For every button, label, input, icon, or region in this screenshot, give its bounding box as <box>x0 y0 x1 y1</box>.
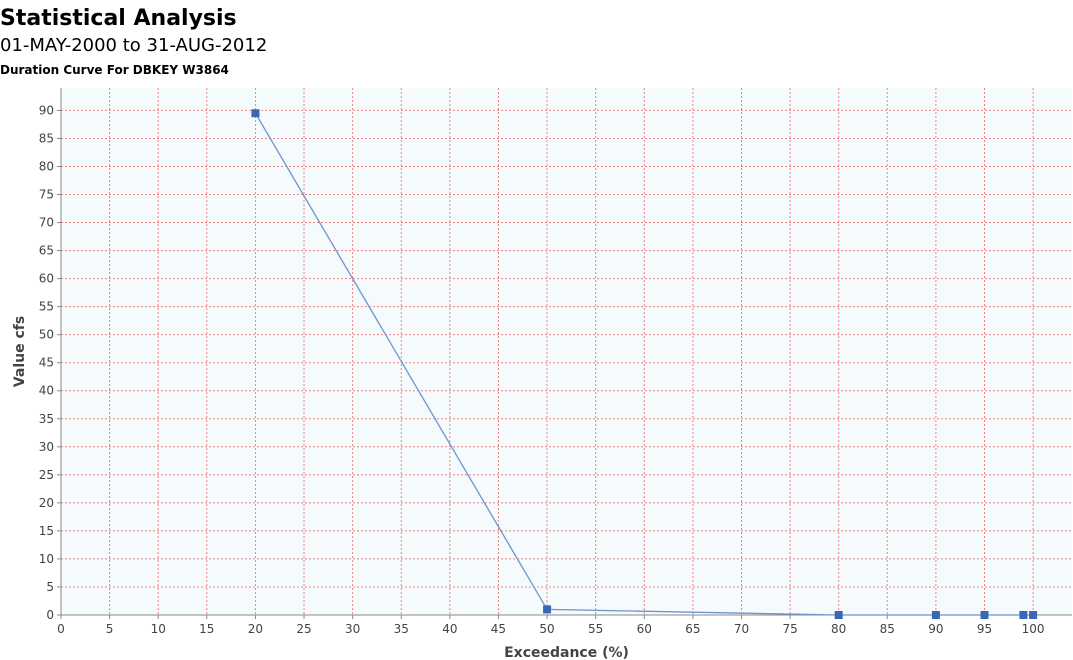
x-tick-label: 35 <box>394 622 409 636</box>
y-axis-label: Value cfs <box>12 316 28 387</box>
data-point <box>980 611 989 619</box>
x-tick-label: 90 <box>928 622 943 636</box>
chart-subtitle: 01-MAY-2000 to 31-AUG-2012 <box>0 35 268 56</box>
x-tick-label: 30 <box>345 622 360 636</box>
y-tick-label: 20 <box>39 496 54 510</box>
y-tick-label: 10 <box>39 552 54 566</box>
y-tick-label: 75 <box>39 188 54 202</box>
y-tick-label: 90 <box>39 103 54 117</box>
x-tick-label: 45 <box>491 622 506 636</box>
data-point <box>1029 611 1038 619</box>
x-tick-label: 20 <box>248 622 263 636</box>
y-tick-label: 70 <box>39 216 54 230</box>
chart-title: Statistical Analysis <box>0 6 237 31</box>
y-tick-label: 65 <box>39 244 54 258</box>
y-tick-label: 55 <box>39 300 54 314</box>
chart-subtitle-2: Duration Curve For DBKEY W3864 <box>0 63 229 77</box>
y-tick-label: 15 <box>39 524 54 538</box>
data-point <box>543 605 552 614</box>
x-tick-label: 5 <box>106 622 114 636</box>
y-tick-label: 60 <box>39 272 54 286</box>
x-tick-label: 50 <box>539 622 554 636</box>
x-tick-label: 0 <box>57 622 65 636</box>
y-tick-label: 50 <box>39 328 54 342</box>
y-tick-label: 5 <box>46 580 54 594</box>
y-tick-label: 30 <box>39 440 54 454</box>
x-tick-label: 75 <box>782 622 797 636</box>
x-axis-label: Exceedance (%) <box>504 645 629 660</box>
series-layer <box>251 109 1038 619</box>
data-point <box>1019 611 1028 619</box>
x-tick-label: 70 <box>734 622 749 636</box>
x-tick-label: 80 <box>831 622 846 636</box>
y-tick-label: 45 <box>39 356 54 370</box>
y-tick-label: 25 <box>39 468 54 482</box>
x-tick-label: 95 <box>977 622 992 636</box>
x-tick-label: 60 <box>637 622 652 636</box>
y-tick-label: 80 <box>39 159 54 173</box>
data-point <box>834 611 843 619</box>
x-tick-label: 65 <box>685 622 700 636</box>
x-tick-label: 55 <box>588 622 603 636</box>
x-tick-label: 15 <box>199 622 214 636</box>
y-tick-label: 0 <box>46 608 54 622</box>
grid-lines <box>60 88 1072 616</box>
plot-area <box>61 88 1072 615</box>
data-point <box>931 611 940 619</box>
data-point <box>251 109 260 118</box>
x-tick-label: 25 <box>296 622 311 636</box>
y-tick-label: 40 <box>39 384 54 398</box>
y-tick-label: 85 <box>39 131 54 145</box>
x-tick-label: 100 <box>1022 622 1045 636</box>
y-tick-labels: 0 5 10 15 20 25 30 35 40 45 50 55 60 65 70 75 80 85 90 <box>39 103 61 622</box>
y-tick-label: 35 <box>39 412 54 426</box>
x-tick-label: 10 <box>151 622 166 636</box>
x-tick-label: 85 <box>880 622 895 636</box>
x-tick-label: 40 <box>442 622 457 636</box>
x-tick-labels: 0 5 10 15 20 25 30 35 40 45 50 55 60 65 70 75 80 85 90 95 10… <box>57 615 1045 636</box>
